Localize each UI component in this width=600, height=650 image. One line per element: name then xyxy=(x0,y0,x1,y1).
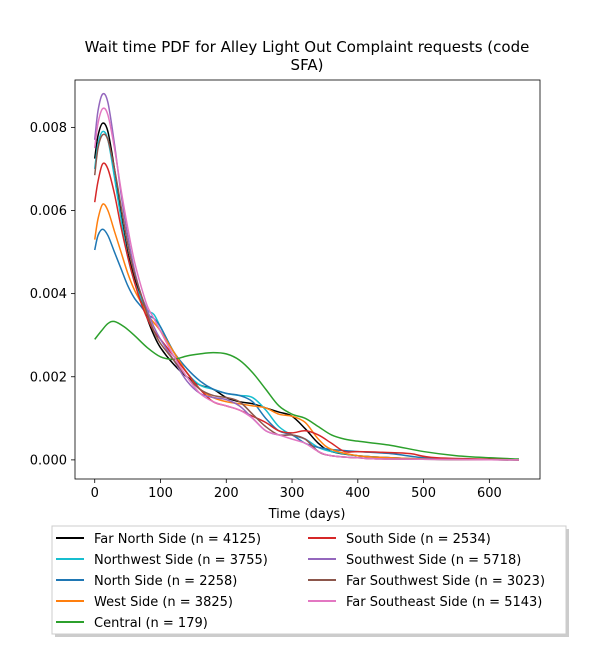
legend-entry-6: Southwest Side (n = 5718) xyxy=(346,553,521,568)
legend-entry-2: North Side (n = 2258) xyxy=(94,574,237,589)
y-tick-label: 0.008 xyxy=(30,121,67,136)
y-tick-label: 0.004 xyxy=(30,287,67,302)
chart-title-line-2: SFA) xyxy=(291,56,324,74)
x-axis-label: Time (days) xyxy=(268,507,346,522)
x-tick-label: 300 xyxy=(280,486,305,501)
legend-entry-7: Far Southwest Side (n = 3023) xyxy=(346,574,545,589)
x-tick-label: 500 xyxy=(411,486,436,501)
y-tick-label: 0.006 xyxy=(30,204,67,219)
legend-entry-5: South Side (n = 2534) xyxy=(346,532,491,547)
x-tick-label: 0 xyxy=(91,486,99,501)
y-tick-label: 0.000 xyxy=(30,453,67,468)
x-tick-label: 600 xyxy=(477,486,502,501)
series-lines xyxy=(93,92,519,461)
legend-entry-3: West Side (n = 3825) xyxy=(94,595,233,610)
series-line-3 xyxy=(93,203,519,461)
x-tick-label: 100 xyxy=(148,486,173,501)
chart-title-line-1: Wait time PDF for Alley Light Out Compla… xyxy=(85,38,530,56)
legend-entry-0: Far North Side (n = 4125) xyxy=(94,532,261,547)
series-line-1 xyxy=(93,130,519,461)
series-line-4 xyxy=(94,320,519,460)
legend-entry-4: Central (n = 179) xyxy=(94,616,208,631)
axes-frame xyxy=(74,79,541,480)
series-line-8 xyxy=(93,107,519,461)
y-tick-label: 0.002 xyxy=(30,370,67,385)
plot-area: 0 100 200 300 400 500 600 0.000 0.002 0.004 0.006 0… xyxy=(30,79,541,501)
legend-entry-8: Far Southeast Side (n = 5143) xyxy=(346,595,542,610)
x-tick-label: 400 xyxy=(345,486,370,501)
x-tick-label: 200 xyxy=(214,486,239,501)
legend: Far North Side (n = 4125) Northwest Side … xyxy=(51,525,569,637)
legend-entry-1: Northwest Side (n = 3755) xyxy=(94,553,268,568)
